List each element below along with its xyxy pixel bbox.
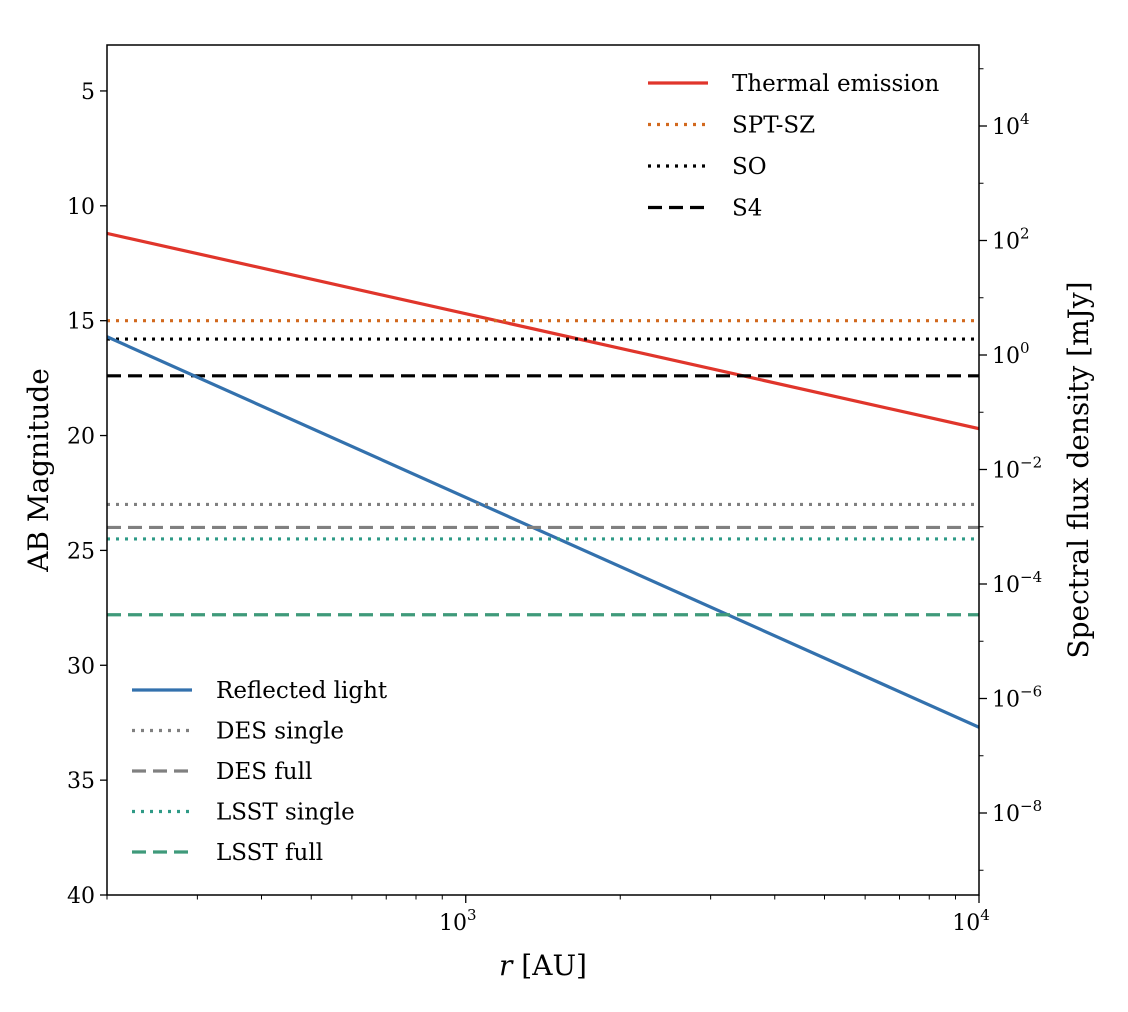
legend-top-right-label: SPT-SZ (732, 113, 815, 139)
thermal-emission-series (107, 231, 979, 431)
y-axis-label: AB Magnitude (22, 368, 55, 573)
y-tick-label: 30 (67, 654, 95, 679)
y2-tick-label: 10−8 (992, 797, 1042, 827)
legend-bottom-left-label: LSST single (216, 800, 355, 826)
y2-tick-label: 100 (992, 339, 1030, 369)
reflected-light-series (107, 335, 979, 729)
y2-tick-label: 104 (992, 110, 1030, 140)
y2-tick-label: 10−2 (992, 454, 1042, 484)
x-axis-label: r [AU] (499, 949, 587, 982)
y-tick-label: 5 (81, 80, 95, 105)
legend-bottom-left-label: Reflected light (216, 678, 388, 704)
legend-top-right-label: S4 (732, 196, 762, 222)
legend-top-right-label: Thermal emission (732, 71, 940, 97)
y-tick-label: 40 (67, 884, 95, 909)
y-tick-label: 10 (67, 195, 95, 220)
plot-area (107, 231, 979, 729)
y-tick-label: 25 (67, 539, 95, 564)
y2-tick-label: 10−6 (992, 683, 1042, 713)
legend-bottom-left-label: DES single (216, 719, 344, 745)
y-tick-label: 20 (67, 425, 95, 450)
y2-axis-label: Spectral flux density [mJy] (1062, 281, 1095, 658)
legend-bottom-left-label: DES full (216, 759, 312, 785)
y-tick-label: 15 (67, 310, 95, 335)
legend-top-right-label: SO (732, 154, 767, 180)
x-tick-label: 104 (952, 906, 990, 936)
y2-tick-label: 102 (992, 225, 1030, 255)
x-tick-label: 103 (439, 906, 477, 936)
legend-bottom-left-label: LSST full (216, 840, 323, 866)
y2-tick-label: 10−4 (992, 568, 1042, 598)
y-tick-label: 35 (67, 769, 95, 794)
